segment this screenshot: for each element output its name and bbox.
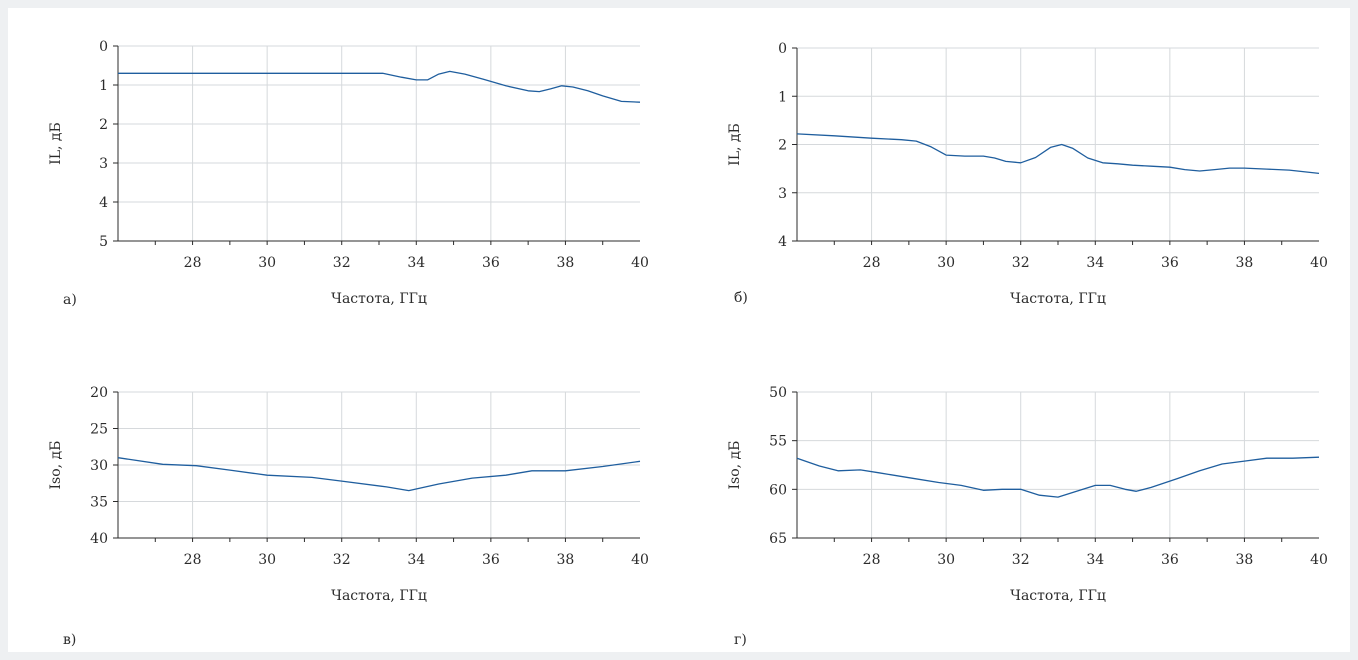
x-tick-label: 32 [1012, 552, 1030, 568]
x-tick-label: 30 [937, 552, 955, 568]
y-axis-label: Iso, дБ [48, 441, 64, 490]
y-tick-label: 2 [778, 138, 787, 154]
x-tick-label: 34 [407, 552, 425, 568]
series-line [796, 456, 1320, 498]
x-axis-label: Частота, ГГц [1010, 291, 1106, 307]
x-tick-label: 40 [631, 255, 649, 271]
x-tick-label: 30 [258, 552, 276, 568]
y-tick-label: 3 [778, 186, 787, 202]
y-tick-label: 65 [769, 531, 787, 547]
panel-label: в) [63, 632, 76, 648]
chart-panel-c: 28 30 32 34 36 38 40 20 25 30 35 40 Частота, ГГц Iso,… [48, 385, 649, 648]
x-tick-label: 30 [258, 255, 276, 271]
y-tick-label: 4 [778, 234, 787, 250]
y-tick-label: 30 [90, 458, 108, 474]
y-tick-label: 50 [769, 385, 787, 401]
x-tick-label: 32 [333, 552, 351, 568]
y-tick-label: 35 [90, 495, 108, 511]
y-tick-label: 1 [99, 78, 108, 94]
x-axis-label: Частота, ГГц [331, 291, 427, 307]
figure-page: 28 30 32 34 36 38 40 0 1 2 3 4 5 Частота, ГГц IL, дБ а)… [8, 8, 1350, 652]
x-tick-label: 36 [1161, 255, 1179, 271]
panel-label: а) [63, 292, 77, 308]
y-tick-label: 3 [99, 156, 108, 172]
x-tick-label: 34 [1086, 255, 1104, 271]
x-tick-label: 36 [1161, 552, 1179, 568]
x-tick-label: 34 [407, 255, 425, 271]
series-line [118, 70, 641, 103]
chart-panel-d: 28 30 32 34 36 38 40 50 55 60 65 Частота, ГГц Iso, д… [727, 385, 1328, 648]
y-tick-label: 2 [99, 117, 108, 133]
series-line [117, 457, 641, 492]
series-line [796, 133, 1320, 175]
x-tick-label: 36 [482, 255, 500, 271]
y-tick-label: 0 [778, 41, 787, 57]
x-tick-label: 32 [333, 255, 351, 271]
x-tick-label: 28 [863, 255, 881, 271]
x-axis-label: Частота, ГГц [331, 588, 427, 604]
x-tick-label: 28 [184, 552, 202, 568]
x-tick-label: 34 [1086, 552, 1104, 568]
x-tick-label: 38 [557, 255, 575, 271]
x-tick-label: 40 [631, 552, 649, 568]
panel-label: б) [734, 290, 748, 306]
y-tick-label: 25 [90, 422, 108, 438]
y-tick-label: 4 [99, 195, 108, 211]
x-tick-label: 30 [937, 255, 955, 271]
y-tick-label: 1 [778, 89, 787, 105]
y-tick-label: 60 [769, 482, 787, 498]
x-tick-label: 38 [557, 552, 575, 568]
x-tick-label: 28 [863, 552, 881, 568]
y-tick-label: 40 [90, 531, 108, 547]
x-tick-label: 40 [1310, 552, 1328, 568]
y-tick-label: 20 [90, 385, 108, 401]
x-axis-label: Частота, ГГц [1010, 588, 1106, 604]
x-tick-label: 28 [184, 255, 202, 271]
x-tick-label: 36 [482, 552, 500, 568]
y-axis-label: Iso, дБ [727, 441, 743, 490]
panel-label: г) [734, 632, 747, 648]
x-tick-label: 40 [1310, 255, 1328, 271]
y-axis-label: IL, дБ [727, 123, 743, 166]
y-axis-label: IL, дБ [48, 122, 64, 165]
y-tick-label: 5 [99, 234, 108, 250]
x-tick-label: 38 [1236, 255, 1254, 271]
x-tick-label: 38 [1236, 552, 1254, 568]
y-tick-label: 0 [99, 39, 108, 55]
y-tick-label: 55 [769, 434, 787, 450]
x-tick-label: 32 [1012, 255, 1030, 271]
